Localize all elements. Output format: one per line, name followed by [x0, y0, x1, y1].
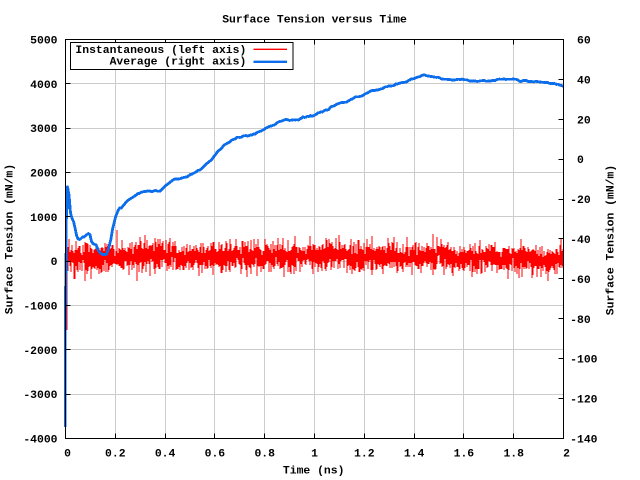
svg-text:0: 0: [577, 155, 584, 167]
svg-text:-: -: [570, 235, 577, 247]
svg-text:Surface Tension (mN/m): Surface Tension (mN/m): [606, 165, 618, 315]
svg-text:2: 2: [563, 449, 570, 461]
svg-text:0.4: 0.4: [155, 449, 176, 461]
svg-text:-4000: -4000: [23, 435, 57, 447]
svg-text:-2000: -2000: [23, 346, 57, 358]
svg-text:140: 140: [577, 435, 598, 447]
svg-text:120: 120: [577, 395, 598, 407]
svg-text:-: -: [570, 195, 577, 207]
svg-text:Instantaneous (left axis): Instantaneous (left axis): [75, 45, 246, 57]
svg-text:40: 40: [577, 75, 591, 87]
svg-text:2000: 2000: [30, 169, 58, 181]
svg-text:60: 60: [577, 275, 591, 287]
svg-text:60: 60: [577, 36, 591, 48]
svg-text:0.8: 0.8: [254, 449, 275, 461]
svg-text:Surface Tension versus Time: Surface Tension versus Time: [222, 15, 407, 27]
svg-text:1000: 1000: [30, 213, 58, 225]
svg-text:1.8: 1.8: [503, 449, 524, 461]
svg-text:1: 1: [311, 449, 318, 461]
svg-text:20: 20: [577, 115, 591, 127]
svg-text:Time (ns): Time (ns): [283, 466, 345, 478]
svg-text:-: -: [570, 355, 577, 367]
svg-text:1.4: 1.4: [404, 449, 425, 461]
svg-text:-3000: -3000: [23, 390, 57, 402]
svg-text:3000: 3000: [30, 124, 58, 136]
svg-text:1.6: 1.6: [454, 449, 475, 461]
svg-text:80: 80: [577, 315, 591, 327]
svg-text:1.2: 1.2: [354, 449, 375, 461]
svg-text:0.6: 0.6: [205, 449, 226, 461]
svg-text:5000: 5000: [30, 36, 58, 48]
svg-text:0: 0: [64, 449, 71, 461]
svg-text:-: -: [570, 435, 577, 447]
svg-text:4000: 4000: [30, 80, 58, 92]
svg-text:-: -: [570, 315, 577, 327]
svg-text:0.2: 0.2: [105, 449, 126, 461]
svg-text:-1000: -1000: [23, 302, 57, 314]
svg-text:Surface Tension (mN/m): Surface Tension (mN/m): [5, 164, 17, 314]
svg-text:40: 40: [577, 235, 591, 247]
svg-text:Average (right axis): Average (right axis): [110, 57, 247, 69]
svg-text:-: -: [570, 395, 577, 407]
svg-text:100: 100: [577, 355, 598, 367]
svg-text:0: 0: [51, 257, 58, 269]
svg-text:20: 20: [577, 195, 591, 207]
svg-text:-: -: [570, 275, 577, 287]
